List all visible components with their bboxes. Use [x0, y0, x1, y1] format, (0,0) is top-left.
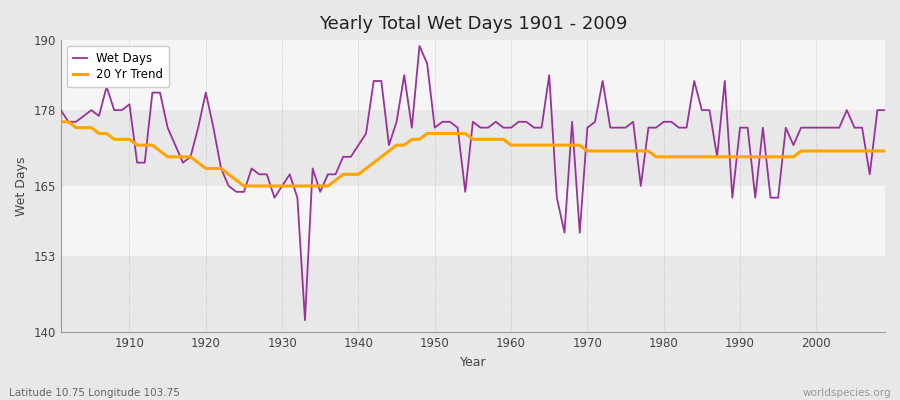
20 Yr Trend	[605, 148, 616, 153]
X-axis label: Year: Year	[460, 356, 486, 369]
Wet Days	[284, 172, 295, 177]
20 Yr Trend	[879, 148, 890, 153]
Bar	[61, 110, 885, 186]
Legend: Wet Days, 20 Yr Trend: Wet Days, 20 Yr Trend	[67, 46, 169, 87]
Wet Days	[338, 154, 348, 159]
Wet Days	[879, 108, 890, 112]
Wet Days	[613, 125, 624, 130]
20 Yr Trend	[56, 120, 67, 124]
Wet Days	[521, 120, 532, 124]
Line: 20 Yr Trend: 20 Yr Trend	[61, 122, 885, 186]
20 Yr Trend	[116, 137, 127, 142]
Wet Days	[513, 120, 524, 124]
Wet Days	[414, 44, 425, 48]
20 Yr Trend	[506, 143, 517, 148]
20 Yr Trend	[292, 184, 302, 188]
20 Yr Trend	[513, 143, 524, 148]
Bar	[61, 40, 885, 110]
Text: worldspecies.org: worldspecies.org	[803, 388, 891, 398]
Text: Latitude 10.75 Longitude 103.75: Latitude 10.75 Longitude 103.75	[9, 388, 180, 398]
Bar	[61, 256, 885, 332]
Wet Days	[116, 108, 127, 112]
20 Yr Trend	[238, 184, 249, 188]
Wet Days	[56, 108, 67, 112]
20 Yr Trend	[338, 172, 348, 177]
Y-axis label: Wet Days: Wet Days	[15, 156, 28, 216]
Line: Wet Days: Wet Days	[61, 46, 885, 320]
Wet Days	[300, 318, 310, 323]
Bar	[61, 186, 885, 256]
Title: Yearly Total Wet Days 1901 - 2009: Yearly Total Wet Days 1901 - 2009	[319, 15, 627, 33]
